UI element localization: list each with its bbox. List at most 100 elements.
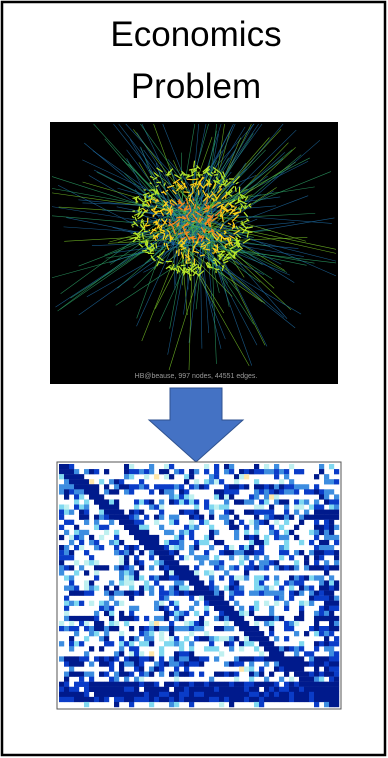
matrix-cell bbox=[294, 697, 299, 702]
matrix-cell bbox=[329, 580, 334, 585]
matrix-cell bbox=[144, 474, 149, 479]
matrix-cell bbox=[284, 646, 289, 651]
matrix-cell bbox=[314, 505, 319, 510]
matrix-cell bbox=[314, 631, 319, 636]
matrix-cell bbox=[234, 672, 239, 677]
matrix-cell bbox=[289, 667, 294, 672]
matrix-cell bbox=[249, 656, 254, 661]
matrix-cell bbox=[269, 692, 274, 697]
matrix-cell bbox=[204, 535, 209, 540]
matrix-cell bbox=[139, 499, 144, 504]
matrix-cell bbox=[104, 641, 109, 646]
matrix-cell bbox=[84, 687, 89, 692]
matrix-cell bbox=[239, 575, 244, 580]
matrix-cell bbox=[134, 591, 139, 596]
matrix-cell bbox=[314, 545, 319, 550]
matrix-cell bbox=[169, 601, 174, 606]
matrix-cell bbox=[154, 580, 159, 585]
matrix-cell bbox=[129, 510, 134, 515]
matrix-cell bbox=[189, 702, 194, 707]
matrix-cell bbox=[169, 636, 174, 641]
matrix-cell bbox=[99, 661, 104, 666]
matrix-cell bbox=[94, 520, 99, 525]
edge bbox=[239, 207, 240, 209]
matrix-cell bbox=[249, 535, 254, 540]
matrix-cell bbox=[74, 525, 79, 530]
matrix-cell bbox=[279, 651, 284, 656]
matrix-cell bbox=[89, 580, 94, 585]
matrix-cell bbox=[79, 697, 84, 702]
matrix-cell bbox=[289, 515, 294, 520]
matrix-cell bbox=[259, 469, 264, 474]
matrix-cell bbox=[214, 591, 219, 596]
matrix-cell bbox=[209, 479, 214, 484]
matrix-cell bbox=[194, 692, 199, 697]
matrix-cell bbox=[119, 667, 124, 672]
matrix-cell bbox=[209, 641, 214, 646]
matrix-cell bbox=[169, 591, 174, 596]
matrix-cell bbox=[259, 505, 264, 510]
matrix-cell bbox=[144, 616, 149, 621]
matrix-cell bbox=[229, 611, 234, 616]
matrix-cell bbox=[284, 601, 289, 606]
matrix-cell bbox=[199, 682, 204, 687]
matrix-cell bbox=[69, 520, 74, 525]
matrix-cell bbox=[64, 697, 69, 702]
matrix-cell bbox=[289, 464, 294, 469]
matrix-cell bbox=[214, 596, 219, 601]
matrix-cell bbox=[274, 596, 279, 601]
matrix-cell bbox=[114, 697, 119, 702]
matrix-cell bbox=[114, 540, 119, 545]
matrix-cell bbox=[239, 484, 244, 489]
matrix-cell bbox=[309, 591, 314, 596]
matrix-cell bbox=[199, 692, 204, 697]
matrix-cell bbox=[164, 474, 169, 479]
matrix-cell bbox=[114, 586, 119, 591]
matrix-cell bbox=[204, 656, 209, 661]
matrix-cell bbox=[124, 616, 129, 621]
matrix-cell bbox=[309, 540, 314, 545]
matrix-cell bbox=[279, 656, 284, 661]
matrix-cell bbox=[239, 621, 244, 626]
matrix-cell bbox=[59, 641, 64, 646]
matrix-cell bbox=[124, 682, 129, 687]
matrix-cell bbox=[229, 636, 234, 641]
matrix-cell bbox=[189, 596, 194, 601]
matrix-cell bbox=[189, 499, 194, 504]
matrix-cell bbox=[264, 484, 269, 489]
matrix-cell bbox=[334, 641, 339, 646]
matrix-cell bbox=[94, 621, 99, 626]
matrix-cell bbox=[164, 687, 169, 692]
matrix-cell bbox=[234, 575, 239, 580]
matrix-cell bbox=[314, 535, 319, 540]
matrix-cell bbox=[79, 530, 84, 535]
edge bbox=[147, 249, 154, 250]
matrix-cell bbox=[269, 505, 274, 510]
matrix-cell bbox=[64, 596, 69, 601]
matrix-cell bbox=[259, 560, 264, 565]
matrix-cell bbox=[224, 505, 229, 510]
matrix-cell bbox=[159, 586, 164, 591]
matrix-cell bbox=[194, 687, 199, 692]
matrix-cell bbox=[59, 570, 64, 575]
matrix-cell bbox=[199, 626, 204, 631]
matrix-cell bbox=[144, 697, 149, 702]
matrix-cell bbox=[254, 616, 259, 621]
matrix-cell bbox=[314, 667, 319, 672]
matrix-cell bbox=[179, 697, 184, 702]
matrix-cell bbox=[324, 687, 329, 692]
matrix-cell bbox=[329, 591, 334, 596]
matrix-cell bbox=[104, 606, 109, 611]
matrix-cell bbox=[109, 656, 114, 661]
matrix-cell bbox=[314, 596, 319, 601]
matrix-cell bbox=[109, 687, 114, 692]
matrix-cell bbox=[249, 641, 254, 646]
matrix-cell bbox=[184, 626, 189, 631]
matrix-cell bbox=[94, 484, 99, 489]
matrix-cell bbox=[159, 661, 164, 666]
matrix-cell bbox=[289, 586, 294, 591]
matrix-cell bbox=[69, 510, 74, 515]
matrix-cell bbox=[179, 499, 184, 504]
matrix-cell bbox=[169, 565, 174, 570]
matrix-cell bbox=[194, 510, 199, 515]
